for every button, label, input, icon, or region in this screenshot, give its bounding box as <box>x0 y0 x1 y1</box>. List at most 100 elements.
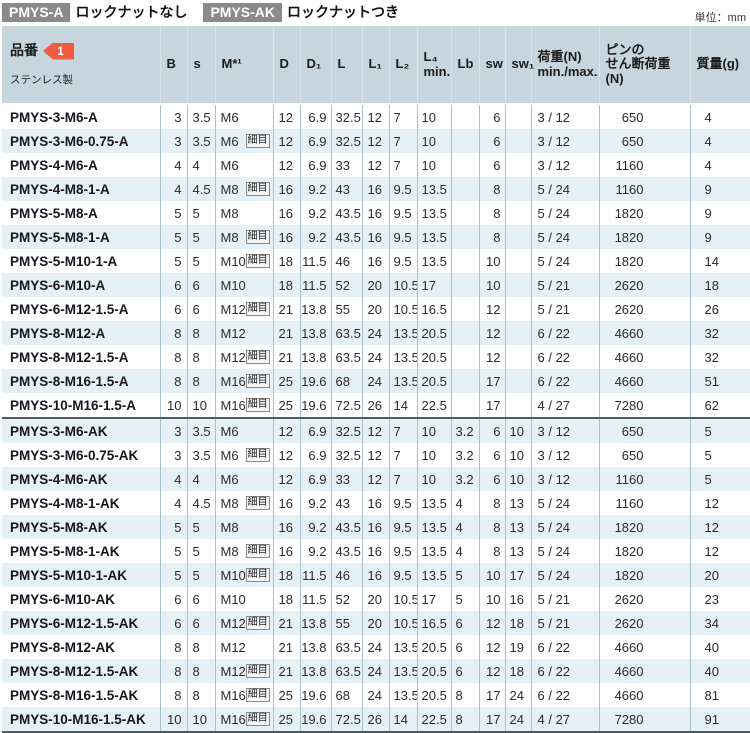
cell-l2: 13.5 <box>388 345 417 370</box>
cell-load: 3 / 12 <box>530 129 599 154</box>
cell-b: 5 <box>159 201 187 226</box>
cell-thread: M12 細目 <box>214 297 273 322</box>
fine-thread-tag: 細目 <box>245 230 270 245</box>
cell-pin-shear: 1820 <box>598 201 690 226</box>
cell-part-number: PMYS-8-M12-A <box>2 321 160 346</box>
cell-pin-shear: 1160 <box>598 491 690 516</box>
fine-thread-tag: 細目 <box>245 350 270 365</box>
cell-pin-shear: 2620 <box>598 297 690 322</box>
cell-s: 5 <box>186 563 215 588</box>
table-row: PMYS-5-M8-A 5 5 M8 16 9.2 43.5 16 9.5 13.5 8 5 / 24… <box>2 201 750 226</box>
cell-l2: 7 <box>388 467 417 492</box>
cell-l4-min: 10 <box>416 443 451 468</box>
cell-s: 3.5 <box>186 129 215 154</box>
cell-part-number: PMYS-8-M12-1.5-AK <box>2 659 160 684</box>
fine-thread-tag: 細目 <box>245 568 270 583</box>
table-row: PMYS-4-M8-1-AK 4 4.5 M8 細目 16 9.2 43 16 9.5 13.5 4 8… <box>2 491 750 516</box>
cell-l2: 13.5 <box>388 321 417 346</box>
cell-l: 55 <box>330 611 362 636</box>
cell-d1: 13.8 <box>299 321 331 346</box>
cell-pin-shear: 650 <box>598 129 690 154</box>
cell-pin-shear: 4660 <box>598 683 690 708</box>
table-row: PMYS-3-M6-AK 3 3.5 M6 12 6.9 32.5 12 7 10 3.2 6 10 3 … <box>2 417 750 444</box>
cell-sw: 6 <box>478 417 505 444</box>
cell-d1: 19.6 <box>299 707 331 733</box>
table-row: PMYS-4-M8-1-A 4 4.5 M8 細目 16 9.2 43 16 9.5 13.5 8 5 … <box>2 177 750 202</box>
cell-lb <box>450 321 479 346</box>
table-row: PMYS-10-M16-1.5-A 10 10 M16 細目 25 19.6 72.5 26 14… <box>2 393 750 419</box>
table-row: PMYS-6-M12-1.5-A 6 6 M12 細目 21 13.8 55 20 10.5 16.… <box>2 297 750 322</box>
cell-lb <box>450 104 479 130</box>
cell-l2: 14 <box>388 393 417 419</box>
cell-sw: 8 <box>478 177 505 202</box>
cell-l4-min: 13.5 <box>416 563 451 588</box>
cell-l: 46 <box>330 563 362 588</box>
table-row: PMYS-3-M6-A 3 3.5 M6 12 6.9 32.5 12 7 10 6 3 / 12 65… <box>2 104 750 130</box>
cell-mass: 62 <box>689 393 750 419</box>
cell-l: 43.5 <box>330 201 362 226</box>
cell-l1: 20 <box>361 297 389 322</box>
cell-load: 5 / 21 <box>530 273 599 298</box>
thread-size: M10 <box>220 591 246 607</box>
cell-load: 6 / 22 <box>530 321 599 346</box>
cell-b: 8 <box>159 321 187 346</box>
cell-mass: 14 <box>689 249 750 274</box>
cell-s: 5 <box>186 225 215 250</box>
cell-d1: 6.9 <box>299 129 331 154</box>
cell-mass: 5 <box>689 467 750 492</box>
cell-b: 3 <box>159 443 187 468</box>
table-row: PMYS-10-M16-1.5-AK 10 10 M16 細目 25 19.6 72.5 26 1… <box>2 707 750 733</box>
cell-d1: 6.9 <box>299 443 331 468</box>
cell-load: 5 / 24 <box>530 539 599 564</box>
table-row: PMYS-5-M10-1-AK 5 5 M10 細目 18 11.5 46 16 9.5 13.5 5… <box>2 563 750 588</box>
cell-lb: 5 <box>450 587 479 612</box>
cell-sw1: 13 <box>504 515 531 540</box>
cell-l2: 14 <box>388 707 417 733</box>
cell-d1: 11.5 <box>299 563 331 588</box>
column-header-m: M*¹ <box>214 26 273 106</box>
cell-b: 8 <box>159 659 187 684</box>
cell-thread: M6 <box>214 467 273 492</box>
cell-pin-shear: 1160 <box>598 177 690 202</box>
cell-mass: 26 <box>689 297 750 322</box>
cell-l2: 13.5 <box>388 683 417 708</box>
cell-thread: M12 細目 <box>214 345 273 370</box>
cell-l2: 7 <box>388 417 417 444</box>
cell-sw: 12 <box>478 321 505 346</box>
cell-l1: 12 <box>361 104 389 130</box>
thread-size: M6 <box>220 157 239 173</box>
cell-l: 63.5 <box>330 659 362 684</box>
fine-thread-tag: 細目 <box>245 302 270 317</box>
part-number-header-label: 品番 <box>10 42 38 59</box>
cell-load: 6 / 22 <box>530 683 599 708</box>
cell-l4-min: 13.5 <box>416 225 451 250</box>
table-row: PMYS-4-M6-A 4 4 M6 12 6.9 33 12 7 10 6 3 / 12 1160 4 <box>2 153 750 178</box>
cell-load: 5 / 21 <box>530 611 599 636</box>
cell-lb: 3.2 <box>450 417 479 444</box>
cell-thread: M16 細目 <box>214 393 273 419</box>
cell-s: 3.5 <box>186 417 215 444</box>
cell-s: 8 <box>186 659 215 684</box>
cell-l2: 7 <box>388 443 417 468</box>
cell-mass: 51 <box>689 369 750 394</box>
thread-size: M8 <box>220 205 239 221</box>
cell-l1: 24 <box>361 659 389 684</box>
cell-part-number: PMYS-5-M10-1-A <box>2 249 160 274</box>
fine-thread-tag: 細目 <box>245 496 270 511</box>
cell-thread: M8 細目 <box>214 225 273 250</box>
cell-l1: 16 <box>361 249 389 274</box>
fine-thread-tag: 細目 <box>245 544 270 559</box>
table-row: PMYS-5-M8-1-A 5 5 M8 細目 16 9.2 43.5 16 9.5 13.5 8 5 … <box>2 225 750 250</box>
cell-l4-min: 13.5 <box>416 201 451 226</box>
cell-thread: M8 細目 <box>214 491 273 516</box>
column-header-d: D <box>272 26 300 106</box>
series-badge-pmys-ak: PMYS-AK <box>203 2 283 22</box>
cell-d: 16 <box>272 201 300 226</box>
cell-lb: 4 <box>450 539 479 564</box>
cell-l4-min: 20.5 <box>416 659 451 684</box>
cell-d: 25 <box>272 683 300 708</box>
cell-l4-min: 13.5 <box>416 177 451 202</box>
cell-l1: 26 <box>361 707 389 733</box>
cell-pin-shear: 1820 <box>598 539 690 564</box>
